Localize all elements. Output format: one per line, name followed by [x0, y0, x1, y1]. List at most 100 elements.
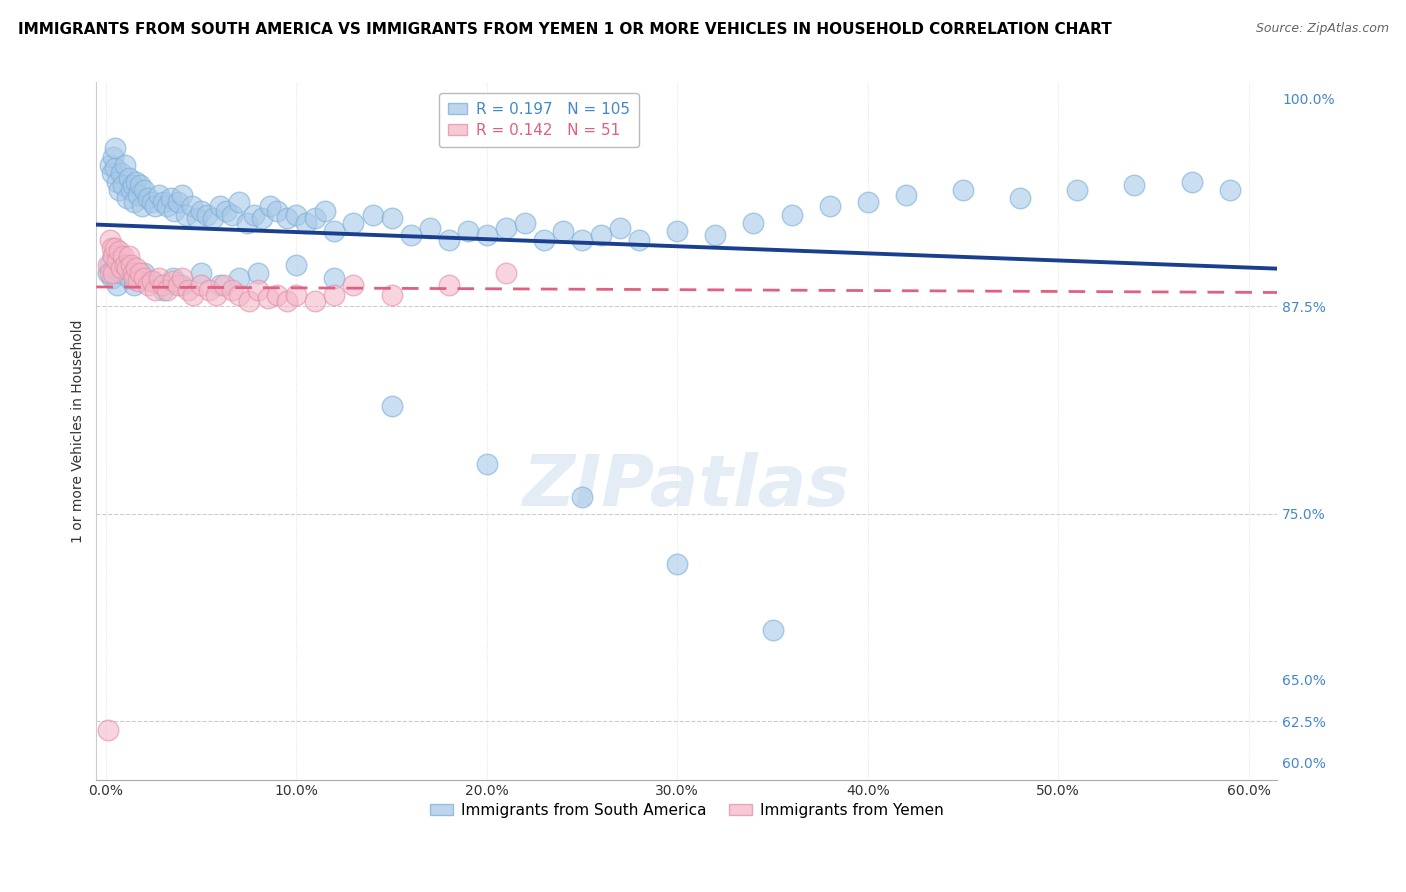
Point: [97, 723, 120, 737]
Point: [190, 266, 212, 280]
Point: [209, 277, 232, 292]
Point: [323, 224, 346, 238]
Point: [247, 283, 270, 297]
Point: [111, 178, 134, 192]
Point: [98, 266, 121, 280]
Point: [124, 271, 146, 285]
Point: [183, 287, 205, 301]
Point: [1123, 178, 1146, 192]
Point: [276, 211, 298, 226]
Point: [129, 266, 152, 280]
Point: [105, 254, 128, 268]
Point: [195, 208, 218, 222]
Point: [221, 208, 243, 222]
Point: [108, 183, 131, 197]
Point: [342, 216, 364, 230]
Point: [148, 271, 170, 285]
Point: [894, 187, 917, 202]
Point: [118, 249, 141, 263]
Point: [136, 191, 159, 205]
Point: [437, 277, 460, 292]
Point: [495, 266, 517, 280]
Point: [121, 178, 143, 192]
Point: [571, 233, 593, 247]
Point: [170, 187, 193, 202]
Point: [121, 266, 143, 280]
Point: [304, 211, 326, 226]
Point: [533, 233, 555, 247]
Point: [475, 457, 498, 471]
Point: [167, 277, 190, 292]
Point: [110, 166, 132, 180]
Point: [162, 271, 184, 285]
Point: [513, 216, 536, 230]
Point: [159, 191, 181, 205]
Point: [256, 291, 278, 305]
Point: [419, 221, 441, 235]
Point: [180, 199, 202, 213]
Point: [1180, 175, 1202, 189]
Point: [276, 294, 298, 309]
Point: [1010, 191, 1032, 205]
Point: [145, 199, 167, 213]
Text: IMMIGRANTS FROM SOUTH AMERICA VS IMMIGRANTS FROM YEMEN 1 OR MORE VEHICLES IN HOU: IMMIGRANTS FROM SOUTH AMERICA VS IMMIGRA…: [18, 22, 1112, 37]
Point: [856, 194, 879, 209]
Point: [97, 258, 120, 272]
Point: [628, 233, 651, 247]
Point: [314, 204, 336, 219]
Point: [152, 277, 174, 292]
Point: [186, 211, 208, 226]
Point: [98, 158, 121, 172]
Point: [115, 191, 138, 205]
Point: [591, 227, 613, 242]
Point: [266, 204, 288, 219]
Point: [104, 141, 127, 155]
Point: [104, 161, 127, 176]
Point: [209, 199, 232, 213]
Point: [127, 187, 149, 202]
Point: [103, 266, 125, 280]
Point: [818, 199, 841, 213]
Point: [97, 266, 120, 280]
Point: [247, 266, 270, 280]
Point: [571, 490, 593, 504]
Point: [609, 221, 631, 235]
Point: [457, 224, 479, 238]
Point: [125, 260, 148, 275]
Point: [495, 221, 517, 235]
Point: [124, 194, 146, 209]
Point: [285, 208, 308, 222]
Point: [118, 171, 141, 186]
Point: [174, 208, 197, 222]
Point: [132, 266, 155, 280]
Point: [163, 204, 186, 219]
Point: [177, 283, 200, 297]
Point: [115, 260, 138, 275]
Point: [228, 287, 250, 301]
Point: [114, 258, 136, 272]
Point: [551, 224, 574, 238]
Point: [215, 204, 238, 219]
Point: [780, 208, 803, 222]
Point: [100, 241, 122, 255]
Point: [666, 224, 689, 238]
Point: [152, 194, 174, 209]
Point: [110, 266, 132, 280]
Point: [118, 271, 141, 285]
Point: [190, 204, 212, 219]
Legend: Immigrants from South America, Immigrants from Yemen: Immigrants from South America, Immigrant…: [425, 797, 949, 824]
Point: [170, 271, 193, 285]
Point: [250, 211, 273, 226]
Y-axis label: 1 or more Vehicles in Household: 1 or more Vehicles in Household: [72, 319, 86, 542]
Point: [704, 227, 727, 242]
Point: [104, 241, 127, 255]
Point: [98, 233, 121, 247]
Point: [1066, 183, 1088, 197]
Point: [105, 175, 128, 189]
Point: [156, 283, 179, 297]
Point: [381, 211, 404, 226]
Point: [110, 260, 132, 275]
Point: [285, 287, 308, 301]
Point: [148, 187, 170, 202]
Point: [761, 623, 783, 637]
